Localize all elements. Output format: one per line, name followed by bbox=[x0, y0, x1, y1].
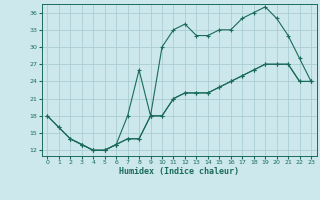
X-axis label: Humidex (Indice chaleur): Humidex (Indice chaleur) bbox=[119, 167, 239, 176]
